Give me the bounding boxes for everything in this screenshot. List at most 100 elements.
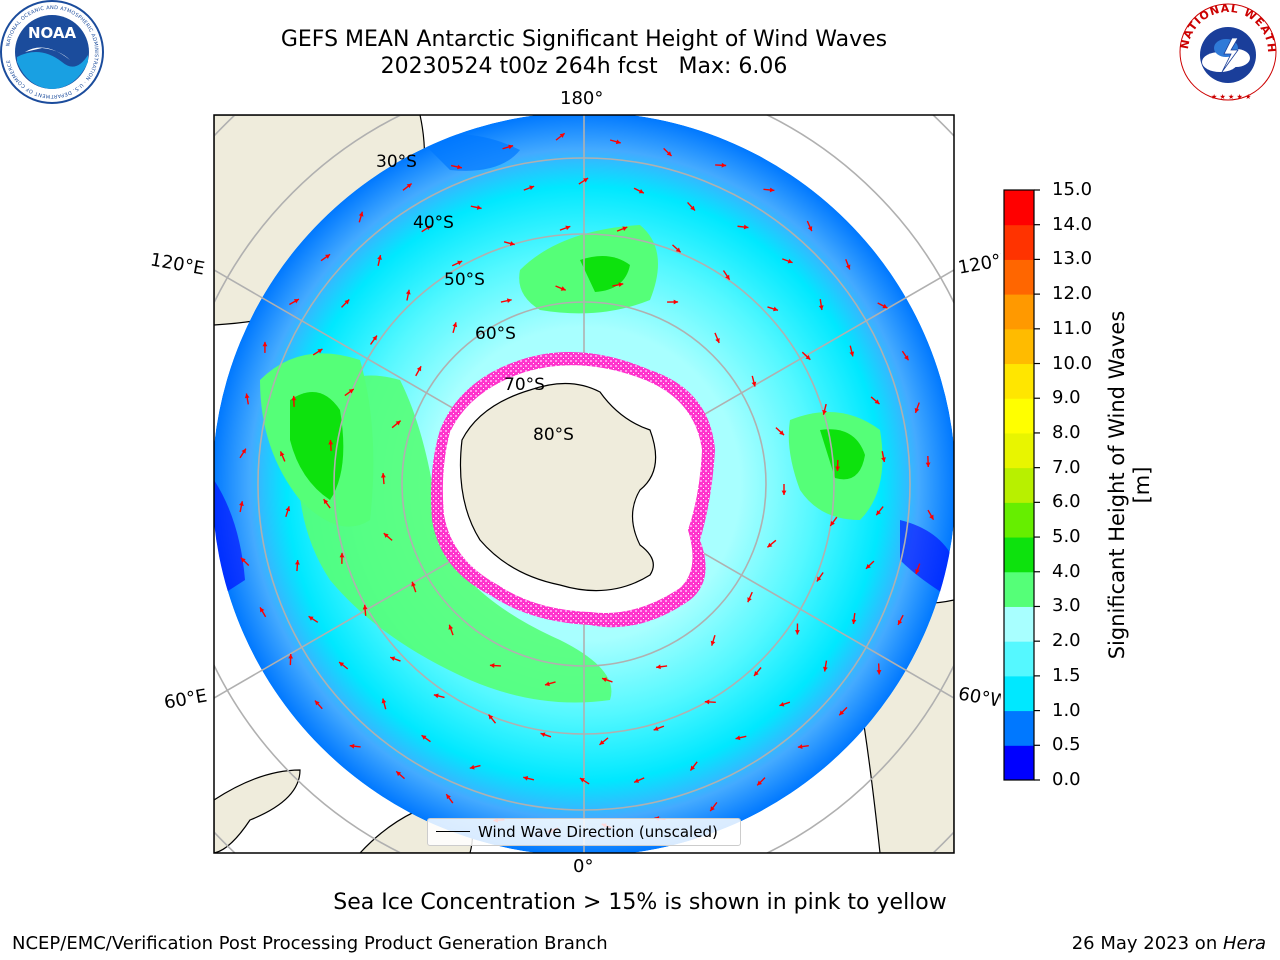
wave-direction-arrowhead bbox=[915, 569, 920, 574]
noaa-logo-text: NOAA bbox=[28, 24, 77, 42]
wave-direction-arrowhead bbox=[925, 462, 931, 467]
wave-direction-arrowhead bbox=[666, 151, 672, 156]
colorbar-tick-label: 1.5 bbox=[1052, 664, 1081, 686]
wave-direction-arrowhead bbox=[618, 282, 624, 288]
nws-logo: NATIONAL WEATHER SERVICE ★ ★ ★ ★ ★ bbox=[1171, 0, 1280, 104]
wave-direction-arrowhead bbox=[240, 557, 246, 563]
colorbar-swatch bbox=[1004, 641, 1034, 677]
wave-direction-arrowhead bbox=[395, 420, 401, 426]
colorbar-swatch bbox=[1004, 294, 1034, 330]
wave-direction-arrowhead bbox=[406, 183, 412, 189]
wave-direction-arrowhead bbox=[529, 185, 535, 191]
wave-direction-arrowhead bbox=[489, 663, 495, 668]
wave-direction-arrowhead bbox=[381, 698, 387, 704]
wave-direction-arrowhead bbox=[293, 299, 299, 304]
wave-direction-arrowhead bbox=[244, 393, 250, 399]
colorbar-swatch bbox=[1004, 328, 1034, 365]
colorbar-swatch bbox=[1004, 745, 1034, 781]
wave-direction-arrowhead bbox=[710, 640, 716, 646]
wave-direction-arrowhead bbox=[767, 542, 773, 548]
wave-direction-arrowhead bbox=[797, 744, 803, 749]
lon-label-0: 0° bbox=[573, 856, 594, 877]
wave-direction-arrowhead bbox=[358, 211, 364, 217]
colorbar-swatch bbox=[1004, 502, 1034, 538]
wave-direction-arrowhead bbox=[721, 162, 727, 168]
wave-direction-arrowhead bbox=[751, 381, 757, 387]
colorbar-tick-label: 2.0 bbox=[1052, 630, 1081, 652]
wave-direction-arrowhead bbox=[807, 226, 813, 232]
wave-direction-arrowhead bbox=[377, 255, 382, 260]
wave-direction-arrowhead bbox=[325, 254, 331, 259]
wave-direction-arrowhead bbox=[523, 775, 529, 781]
wave-direction-arrowhead bbox=[308, 616, 314, 621]
wave-direction-arrowhead bbox=[781, 490, 787, 495]
footer-date: 26 May 2023 on Hera bbox=[1071, 933, 1266, 954]
wave-direction-arrowhead bbox=[285, 506, 291, 512]
colorbar-swatch bbox=[1004, 675, 1034, 712]
wave-direction-arrowhead bbox=[560, 286, 566, 291]
wave-direction-arrowhead bbox=[876, 510, 881, 516]
wave-direction-arrowhead bbox=[344, 299, 350, 305]
chart-subtitle: 20230524 t00z 264h fcst Max: 6.06 bbox=[380, 54, 788, 79]
wave-direction-arrowhead bbox=[929, 514, 934, 520]
wave-direction-arrowhead bbox=[469, 764, 475, 770]
wave-direction-arrowhead bbox=[583, 178, 589, 183]
antarctica bbox=[431, 352, 715, 628]
lat-label-70s: 70°S bbox=[504, 375, 545, 395]
wave-direction-arrowhead bbox=[851, 619, 857, 624]
colorbar-swatch bbox=[1004, 190, 1034, 226]
lat-label-80s: 80°S bbox=[533, 425, 574, 445]
wave-direction-arrowhead bbox=[835, 466, 841, 471]
wind-wave-arrows bbox=[239, 132, 935, 833]
wave-direction-arrowhead bbox=[816, 576, 822, 582]
wave-direction-arrowhead bbox=[262, 341, 268, 347]
colorbar-swatch bbox=[1004, 710, 1034, 746]
colorbar-tick-label: 6.0 bbox=[1052, 491, 1081, 513]
wave-direction-arrowhead bbox=[405, 289, 411, 295]
wave-direction-arrowhead bbox=[735, 735, 741, 741]
wave-direction-arrowhead bbox=[348, 389, 354, 394]
wave-direction-arrowhead bbox=[653, 726, 659, 731]
wave-direction-arrowhead bbox=[874, 399, 880, 405]
wave-direction-arrowhead bbox=[769, 187, 775, 193]
wave-height-field bbox=[214, 134, 954, 703]
wave-direction-arrowhead bbox=[241, 448, 246, 454]
wave-direction-arrowhead bbox=[830, 520, 835, 526]
noaa-logo: NOAA NATIONAL OCEANIC AND ATMOSPHERIC AD… bbox=[0, 0, 104, 104]
colorbar-swatch bbox=[1004, 537, 1034, 573]
wave-direction-arrowhead bbox=[795, 630, 800, 635]
colorbar-tick-label: 3.0 bbox=[1052, 595, 1081, 617]
wave-direction-arrowhead bbox=[411, 581, 416, 587]
wave-direction-arrowhead bbox=[448, 624, 454, 630]
colorbar-tick-label: 1.0 bbox=[1052, 699, 1081, 721]
colorbar-tick-label: 10.0 bbox=[1052, 352, 1093, 374]
colorbar-swatch bbox=[1004, 224, 1034, 260]
wave-direction-arrowhead bbox=[421, 735, 427, 740]
wave-direction-arrowhead bbox=[897, 619, 903, 625]
colorbar-swatch bbox=[1004, 467, 1034, 503]
wave-direction-arrowhead bbox=[710, 806, 715, 812]
lat-label-60s: 60°S bbox=[475, 324, 516, 344]
wave-direction-arrowhead bbox=[849, 351, 855, 357]
colorbar-tick-label: 5.0 bbox=[1052, 526, 1081, 548]
colorbar-tick-label: 8.0 bbox=[1052, 421, 1081, 443]
wave-direction-arrowhead bbox=[565, 225, 571, 231]
wave-direction-arrowhead bbox=[416, 366, 422, 372]
colorbar-tick-label: 11.0 bbox=[1052, 317, 1093, 339]
wave-direction-arrowhead bbox=[457, 164, 462, 170]
wave-direction-arrowhead bbox=[754, 671, 759, 676]
sea-ice-caption: Sea Ice Concentration > 15% is shown in … bbox=[333, 890, 947, 915]
lat-label-30s: 30°S bbox=[376, 152, 417, 172]
colorbar-swatch bbox=[1004, 398, 1034, 434]
wave-direction-arrowhead bbox=[506, 298, 512, 304]
colorbar bbox=[1003, 189, 1040, 781]
colorbar-tick-label: 0.5 bbox=[1052, 734, 1081, 756]
colorbar-tick-label: 13.0 bbox=[1052, 248, 1093, 270]
legend-label: Wind Wave Direction (unscaled) bbox=[478, 823, 718, 841]
map-frame bbox=[213, 114, 955, 854]
wave-direction-arrowhead bbox=[743, 224, 749, 230]
wave-direction-arrowhead bbox=[673, 299, 679, 305]
colorbar-tick-label: 4.0 bbox=[1052, 560, 1081, 582]
colorbar-tick-label: 15.0 bbox=[1052, 179, 1093, 200]
